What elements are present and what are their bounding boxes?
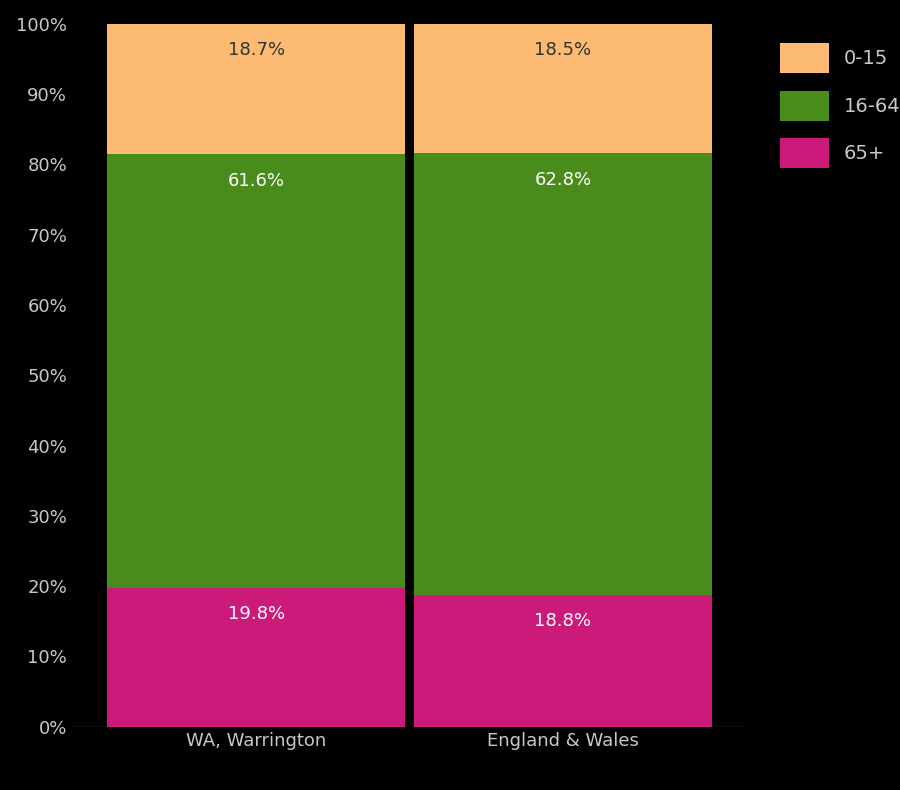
Text: 18.8%: 18.8% [535, 612, 591, 630]
Bar [107, 588, 405, 727]
Bar [107, 23, 405, 155]
Text: 18.7%: 18.7% [228, 40, 284, 58]
Bar [414, 23, 712, 153]
Text: 18.5%: 18.5% [535, 40, 591, 58]
Text: 19.8%: 19.8% [228, 605, 284, 623]
Bar [107, 155, 405, 588]
Text: 61.6%: 61.6% [228, 172, 284, 190]
Bar [414, 153, 712, 595]
Text: 62.8%: 62.8% [535, 171, 591, 189]
Bar [414, 595, 712, 727]
Legend: 0-15, 16-64, 65+: 0-15, 16-64, 65+ [770, 33, 900, 178]
